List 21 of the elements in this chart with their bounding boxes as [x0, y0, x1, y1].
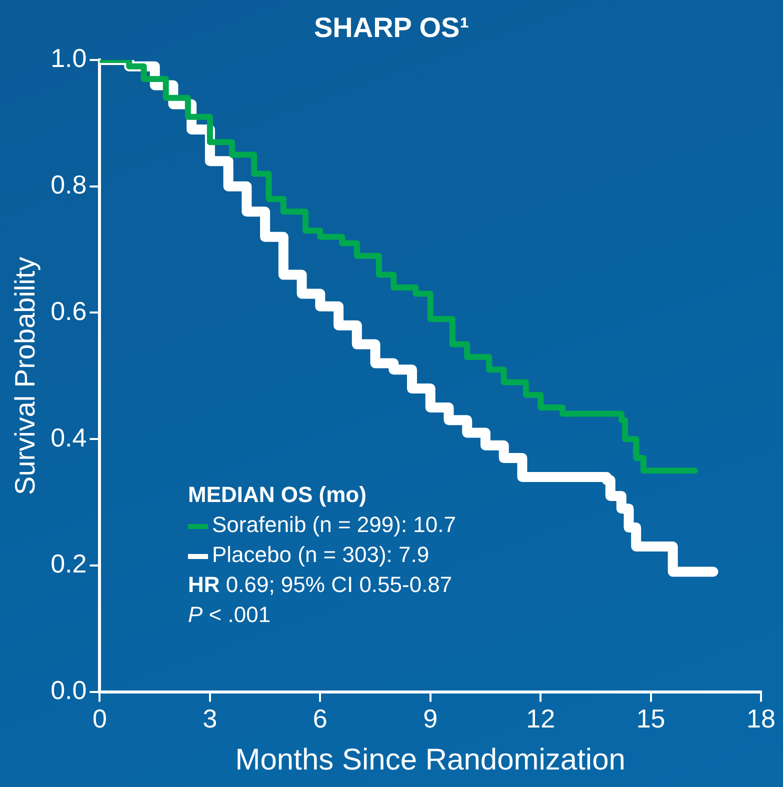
x-tick-label: 15	[636, 704, 666, 734]
y-tick-label: 0.2	[50, 548, 87, 579]
x-tick-label: 0	[92, 704, 107, 734]
x-tick-label: 18	[746, 704, 776, 734]
y-tick-label: 0.4	[50, 422, 87, 452]
y-axis-title: Survival Probability	[10, 256, 41, 495]
annotation: HR 0.69; 95% CI 0.55-0.87	[188, 571, 454, 599]
x-tick-label: 9	[423, 704, 438, 734]
y-tick-label: 0.6	[50, 296, 87, 326]
y-tick-label: 1.0	[50, 43, 87, 74]
x-tick-label: 6	[312, 704, 328, 734]
legend-label: Sorafenib (n = 299): 10.7	[211, 511, 456, 539]
y-tick-label: 0.0	[50, 674, 87, 705]
legend-title: MEDIAN OS (mo)	[188, 481, 368, 509]
legend-label: Placebo (n = 303): 7.9	[211, 541, 430, 569]
chart-title: SHARP OS¹	[312, 12, 470, 44]
annotation: P < .001	[188, 601, 272, 629]
y-tick-label: 0.8	[50, 170, 87, 200]
x-tick-label: 12	[526, 704, 556, 734]
x-tick-label: 3	[202, 704, 218, 734]
x-axis-title: Months Since Randomization	[235, 743, 626, 776]
